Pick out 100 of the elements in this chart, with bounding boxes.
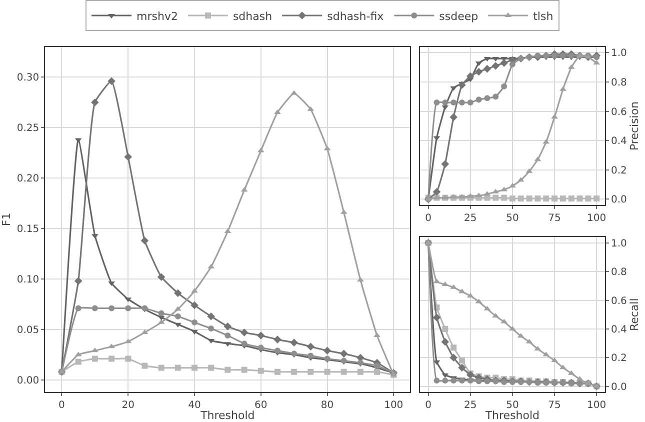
x-tick-label: 75 (548, 400, 561, 412)
point (75, 358, 82, 365)
point (274, 109, 281, 114)
point (258, 344, 264, 351)
point (492, 194, 499, 201)
point (92, 356, 98, 362)
y-tick-label: 0.2 (611, 353, 627, 364)
point (91, 98, 99, 106)
point (124, 152, 132, 161)
point (450, 100, 457, 106)
point (191, 330, 198, 334)
point (324, 356, 330, 362)
y-tick-label: 0.0 (611, 194, 627, 206)
point (192, 364, 198, 371)
point (192, 319, 198, 326)
point (484, 194, 490, 201)
point (108, 356, 115, 362)
point (501, 83, 508, 90)
legend-label: mrshv2 (136, 10, 178, 23)
x-tick-label: 25 (464, 400, 477, 412)
x-axis-title: Threshold (200, 409, 255, 422)
point (241, 340, 248, 347)
point (476, 96, 482, 103)
point (483, 64, 492, 73)
y-tick-label: 0.25 (16, 123, 40, 134)
point (576, 196, 583, 202)
y-tick-label: 0.10 (16, 274, 40, 286)
point (323, 346, 332, 355)
point (207, 312, 215, 320)
point (274, 336, 282, 344)
point (256, 332, 265, 340)
point (75, 305, 82, 312)
point (467, 100, 474, 106)
point (224, 322, 232, 330)
x-tick-label: 100 (587, 400, 606, 412)
point (509, 196, 516, 202)
point (441, 338, 450, 346)
point (340, 368, 347, 375)
point (526, 196, 532, 202)
point (560, 196, 566, 202)
point (500, 318, 508, 324)
y-tick-label: 0.05 (16, 324, 40, 336)
point (191, 288, 198, 293)
y-tick-label: 0.8 (611, 267, 627, 278)
point (274, 348, 280, 354)
x-tick-label: 50 (506, 213, 519, 224)
y-axis-title: F1 (0, 212, 13, 226)
point (374, 368, 380, 375)
point (568, 196, 574, 202)
y-tick-label: 0.20 (16, 174, 40, 185)
x-tick-label: 20 (122, 400, 134, 412)
point (340, 350, 348, 358)
point (158, 310, 164, 316)
point (125, 356, 132, 362)
point (174, 313, 181, 320)
point (324, 368, 330, 375)
x-axis-title: Threshold (484, 409, 540, 422)
point (484, 95, 490, 102)
point (458, 81, 466, 89)
point (208, 325, 214, 332)
x-tick-label: 60 (254, 400, 268, 412)
point (340, 358, 347, 364)
point (450, 344, 457, 351)
x-tick-label: 40 (188, 400, 201, 412)
point (432, 188, 441, 196)
point (442, 326, 448, 332)
point (450, 354, 458, 362)
point (208, 364, 214, 371)
y-tick-label: 0.0 (611, 382, 627, 393)
point (458, 364, 466, 372)
x-tick-label: 100 (384, 400, 404, 412)
legend-label: sdhash-fix (327, 10, 384, 23)
point (458, 288, 466, 294)
point (509, 61, 516, 68)
point (543, 196, 550, 202)
point (441, 160, 450, 168)
point (442, 100, 448, 106)
point (450, 378, 457, 384)
point (258, 368, 264, 374)
point (174, 289, 182, 298)
point (434, 378, 440, 384)
point (224, 366, 231, 373)
y-tick-label: 0.2 (611, 165, 627, 176)
point (306, 342, 315, 351)
point (466, 370, 474, 379)
point (158, 364, 164, 371)
point (492, 94, 499, 100)
point (108, 344, 115, 348)
point (450, 113, 458, 122)
x-tick-label: 100 (587, 213, 606, 224)
point (501, 194, 508, 201)
point (308, 368, 314, 375)
point (174, 364, 181, 371)
x-tick-label: 75 (548, 213, 561, 224)
point (442, 378, 448, 384)
y-tick-label: 0.6 (611, 106, 627, 118)
point (108, 77, 116, 86)
point (240, 328, 248, 336)
point (291, 368, 298, 375)
point (108, 305, 115, 312)
